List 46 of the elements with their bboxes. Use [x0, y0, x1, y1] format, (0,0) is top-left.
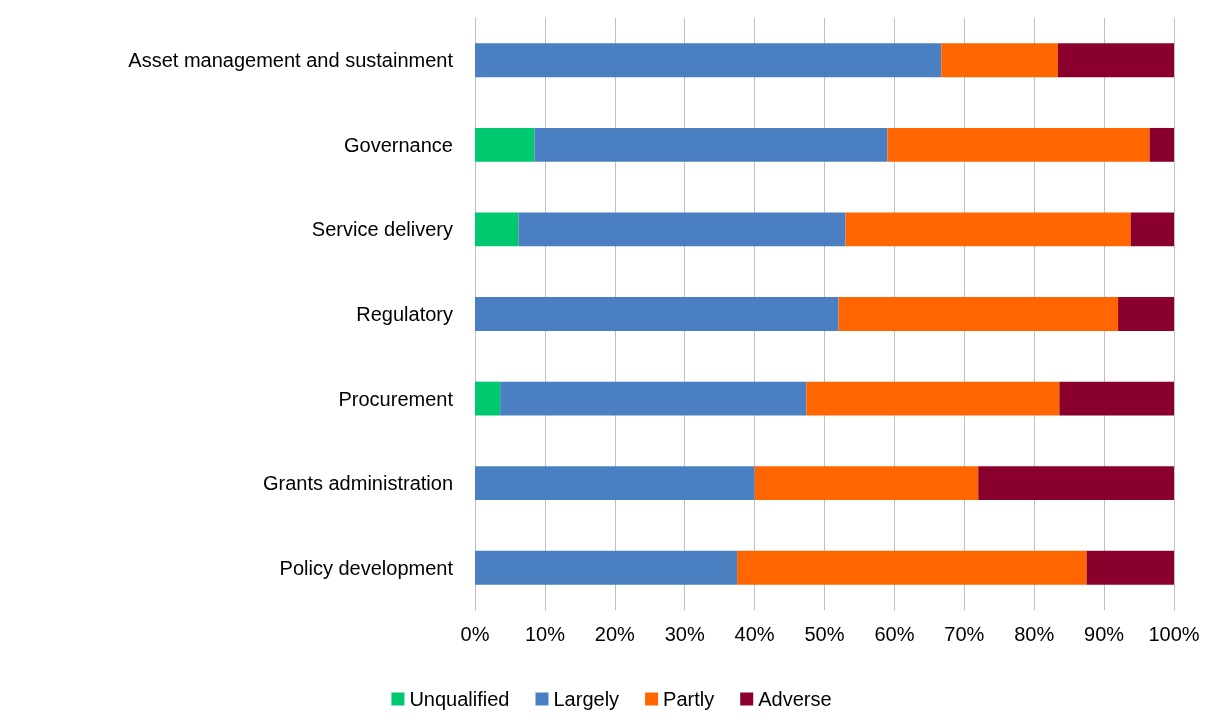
x-tick-label: 20% — [594, 623, 636, 645]
bar — [1057, 43, 1174, 78]
bar — [1118, 297, 1174, 331]
bar — [845, 212, 1131, 247]
bar — [737, 550, 1087, 585]
x-tick-label: 40% — [734, 623, 775, 645]
bar — [1149, 127, 1174, 162]
bar — [941, 43, 1058, 78]
x-tick-label: 70% — [944, 623, 985, 645]
bar — [887, 127, 1150, 162]
x-tick-label: 30% — [664, 623, 705, 645]
bar — [838, 297, 1119, 331]
x-tick-label: 80% — [1014, 623, 1055, 645]
bar — [475, 550, 738, 585]
bar — [475, 297, 839, 331]
x-tick-label: 50% — [804, 623, 845, 645]
legend-label: Adverse — [758, 688, 832, 710]
y-tick-label: Regulatory — [356, 303, 453, 325]
bar — [1086, 550, 1174, 585]
bar — [475, 212, 519, 247]
y-tick-label: Asset management and sustainment — [128, 49, 454, 72]
bar — [475, 43, 942, 78]
y-tick-label: Service delivery — [311, 218, 453, 241]
x-tick-label: 60% — [874, 623, 915, 645]
y-tick-label: Policy development — [279, 556, 454, 579]
bar — [500, 381, 807, 416]
bar — [475, 127, 535, 162]
x-tick-label: 100% — [1148, 623, 1200, 645]
bar — [534, 127, 888, 162]
legend-label: Partly — [663, 688, 715, 710]
bar — [806, 381, 1060, 416]
x-tick-label: 10% — [524, 623, 566, 645]
legend-label: Unqualified — [409, 688, 510, 710]
x-tick-label: 90% — [1084, 623, 1125, 645]
bar — [475, 381, 501, 416]
y-tick-label: Procurement — [338, 387, 454, 410]
bar — [978, 466, 1174, 501]
bar — [475, 466, 755, 501]
y-tick-label: Governance — [344, 133, 453, 156]
legend-label: Largely — [553, 688, 620, 710]
bar — [1059, 381, 1174, 416]
x-tick-label: 0% — [460, 623, 490, 645]
bar — [754, 466, 979, 501]
y-tick-label: Grants administration — [262, 472, 453, 495]
bar — [518, 212, 846, 247]
bar — [1130, 212, 1174, 247]
